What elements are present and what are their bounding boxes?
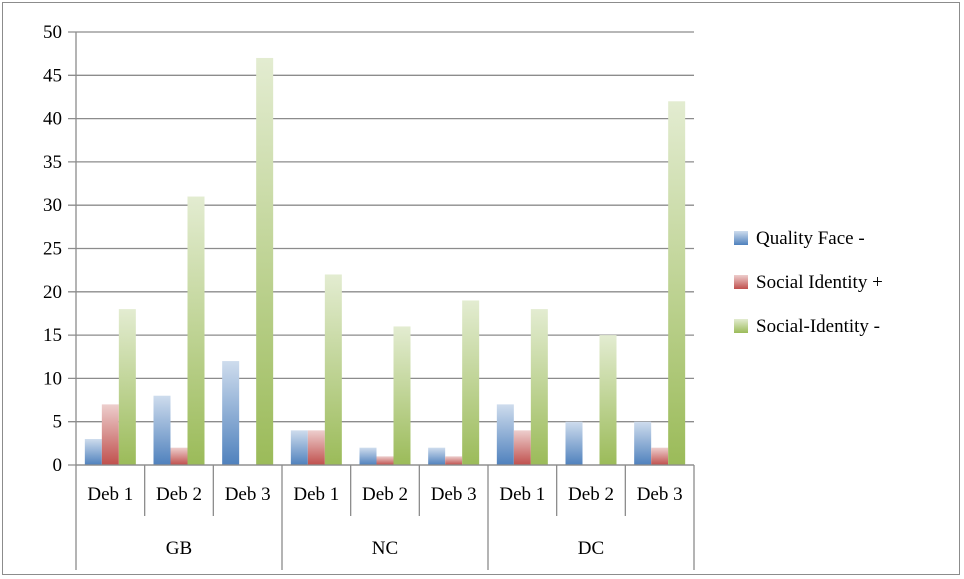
x-tick-label: Deb 1	[87, 484, 133, 505]
y-tick-label: 30	[43, 195, 62, 216]
bar	[651, 448, 668, 465]
y-tick-label: 40	[43, 109, 62, 130]
x-tick-label: Deb 3	[637, 484, 683, 505]
bar	[377, 456, 394, 465]
y-tick-label: 35	[43, 152, 62, 173]
y-tick-label: 15	[43, 325, 62, 346]
x-tick-label: Deb 2	[568, 484, 614, 505]
x-tick-label: Deb 1	[499, 484, 545, 505]
x-tick-label: Deb 3	[225, 484, 271, 505]
bar	[171, 448, 188, 465]
bar	[256, 58, 273, 465]
bar	[462, 300, 479, 465]
y-tick-label: 25	[43, 239, 62, 260]
x-group-label: NC	[372, 538, 398, 559]
y-tick-label: 20	[43, 282, 62, 303]
legend-label: Social-Identity -	[756, 316, 880, 337]
legend-swatch	[734, 319, 748, 333]
bar	[222, 361, 239, 465]
bar	[360, 448, 377, 465]
x-tick-label: Deb 3	[431, 484, 477, 505]
legend-label: Social Identity +	[756, 272, 883, 293]
x-group-label: DC	[578, 538, 604, 559]
y-tick-label: 0	[53, 455, 63, 476]
bar	[668, 101, 685, 465]
x-group-label: GB	[166, 538, 192, 559]
bar	[600, 335, 617, 465]
bar	[291, 430, 308, 465]
bar	[85, 439, 102, 465]
x-tick-label: Deb 2	[362, 484, 408, 505]
x-tick-label: Deb 1	[293, 484, 339, 505]
legend-swatch	[734, 231, 748, 245]
bar	[394, 326, 411, 465]
x-tick-label: Deb 2	[156, 484, 202, 505]
bar	[514, 430, 531, 465]
bar	[497, 404, 514, 465]
bar	[308, 430, 325, 465]
bar	[325, 274, 342, 465]
bar	[428, 448, 445, 465]
legend-swatch	[734, 275, 748, 289]
bar	[119, 309, 136, 465]
bar	[188, 197, 205, 465]
legend-label: Quality Face -	[756, 228, 865, 249]
bar	[102, 404, 119, 465]
x-axis: Deb 1 Deb 2 Deb 3 Deb 1 Deb 2 Deb 3 Deb 1 Deb 2…	[76, 465, 694, 570]
legend: Quality Face - Social Identity + Social-Id…	[734, 228, 883, 337]
bar	[634, 422, 651, 465]
bar	[531, 309, 548, 465]
bar	[566, 422, 583, 465]
y-tick-label: 10	[43, 368, 62, 389]
bar	[445, 456, 462, 465]
y-tick-label: 5	[53, 412, 63, 433]
bar	[154, 396, 171, 465]
y-tick-label: 50	[43, 22, 62, 43]
y-tick-label: 45	[43, 65, 62, 86]
